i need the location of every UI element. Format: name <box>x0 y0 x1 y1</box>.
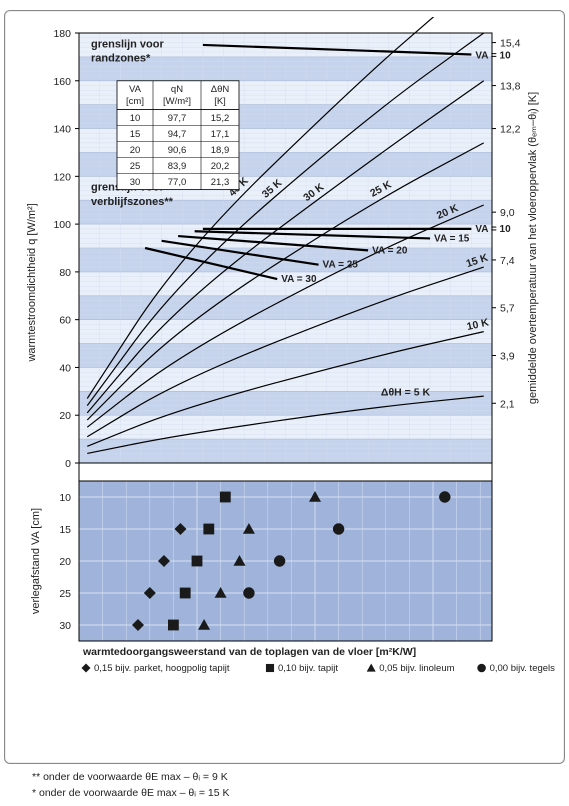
svg-text:180: 180 <box>53 28 71 40</box>
svg-text:ΔθN: ΔθN <box>211 84 230 95</box>
svg-text:20,2: 20,2 <box>211 161 230 172</box>
footnotes: ** onder de voorwaarde θE max – θᵢ = 9 K… <box>4 764 565 802</box>
svg-text:grenslijn voor: grenslijn voor <box>91 38 164 50</box>
svg-text:0,15 bijv. parket, hoogpolig t: 0,15 bijv. parket, hoogpolig tapijt <box>94 663 230 674</box>
svg-text:13,8: 13,8 <box>500 81 521 93</box>
svg-text:100: 100 <box>53 219 71 231</box>
svg-text:77,0: 77,0 <box>168 177 187 188</box>
svg-text:12,2: 12,2 <box>500 124 521 136</box>
svg-text:83,9: 83,9 <box>168 161 187 172</box>
embedded-table: VA[cm] qN[W/m²] ΔθN[K] 10 97,7 15,2 15 94,7 17,1… <box>117 81 239 190</box>
svg-text:15: 15 <box>130 129 141 140</box>
svg-text:qN: qN <box>171 84 183 95</box>
composite-chart: 0 20 40 60 80 100 120 140 160 180 warmtestroomdich… <box>11 17 560 757</box>
svg-text:21,3: 21,3 <box>211 177 230 188</box>
svg-text:VA: VA <box>129 84 142 95</box>
svg-text:VA = 25: VA = 25 <box>323 260 359 271</box>
svg-text:15,4: 15,4 <box>500 38 521 50</box>
svg-text:15,2: 15,2 <box>211 113 230 124</box>
svg-text:10: 10 <box>59 492 71 504</box>
svg-text:15: 15 <box>59 524 71 536</box>
svg-text:40: 40 <box>59 362 71 374</box>
lower-chart: 10 15 20 25 30 verlegafstand VA [cm] warmtedoo… <box>30 481 555 674</box>
svg-text:ΔθH = 5 K: ΔθH = 5 K <box>381 387 431 399</box>
svg-text:25: 25 <box>59 588 71 600</box>
svg-text:60: 60 <box>59 315 71 327</box>
svg-text:20: 20 <box>59 410 71 422</box>
svg-text:0,05 bijv. linoleum: 0,05 bijv. linoleum <box>379 663 454 674</box>
svg-text:10: 10 <box>130 113 141 124</box>
svg-text:randzones*: randzones* <box>91 53 151 65</box>
svg-text:80: 80 <box>59 267 71 279</box>
svg-text:18,9: 18,9 <box>211 145 230 156</box>
footnote-1: * onder de voorwaarde θE max – θᵢ = 15 K <box>32 786 561 802</box>
svg-text:verblijfszones**: verblijfszones** <box>91 196 174 208</box>
svg-text:140: 140 <box>53 124 71 136</box>
svg-text:VA = 15: VA = 15 <box>434 233 470 244</box>
svg-text:5,7: 5,7 <box>500 303 515 315</box>
svg-text:VA = 10: VA = 10 <box>475 51 511 62</box>
svg-text:warmtedoorgangsweerstand van d: warmtedoorgangsweerstand van de toplagen… <box>82 646 416 658</box>
svg-text:7,4: 7,4 <box>500 255 515 267</box>
svg-text:0,00 bijv. tegels: 0,00 bijv. tegels <box>490 663 556 674</box>
svg-text:90,6: 90,6 <box>168 145 187 156</box>
svg-text:9,0: 9,0 <box>500 207 515 219</box>
svg-text:[K]: [K] <box>214 96 226 107</box>
svg-text:160: 160 <box>53 76 71 88</box>
svg-text:20: 20 <box>130 145 141 156</box>
svg-text:20: 20 <box>59 556 71 568</box>
svg-text:30: 30 <box>130 177 141 188</box>
svg-text:17,1: 17,1 <box>211 129 230 140</box>
svg-text:2,1: 2,1 <box>500 398 515 410</box>
svg-text:[W/m²]: [W/m²] <box>163 96 191 107</box>
svg-text:VA = 10: VA = 10 <box>475 224 511 235</box>
svg-text:verlegafstand VA [cm]: verlegafstand VA [cm] <box>30 508 42 614</box>
svg-text:0,10 bijv. tapijt: 0,10 bijv. tapijt <box>278 663 338 674</box>
svg-text:120: 120 <box>53 171 71 183</box>
svg-text:VA = 30: VA = 30 <box>281 274 317 285</box>
svg-text:gemiddelde overtemperatuur van: gemiddelde overtemperatuur van het vloer… <box>527 92 539 404</box>
footnote-2: ** onder de voorwaarde θE max – θᵢ = 9 K <box>32 770 561 786</box>
upper-left-axis: 0 20 40 60 80 100 120 140 160 180 warmtestroomdich… <box>26 28 79 470</box>
svg-text:25: 25 <box>130 161 141 172</box>
svg-text:3,9: 3,9 <box>500 351 515 363</box>
svg-text:30: 30 <box>59 620 71 632</box>
svg-text:94,7: 94,7 <box>168 129 187 140</box>
svg-text:warmtestroomdichtheid q [W/m²]: warmtestroomdichtheid q [W/m²] <box>26 203 38 362</box>
svg-text:[cm]: [cm] <box>126 96 144 107</box>
chart-frame: 0 20 40 60 80 100 120 140 160 180 warmtestroomdich… <box>4 10 565 764</box>
svg-text:0: 0 <box>65 458 71 470</box>
svg-text:VA = 20: VA = 20 <box>372 245 408 256</box>
svg-text:97,7: 97,7 <box>168 113 187 124</box>
